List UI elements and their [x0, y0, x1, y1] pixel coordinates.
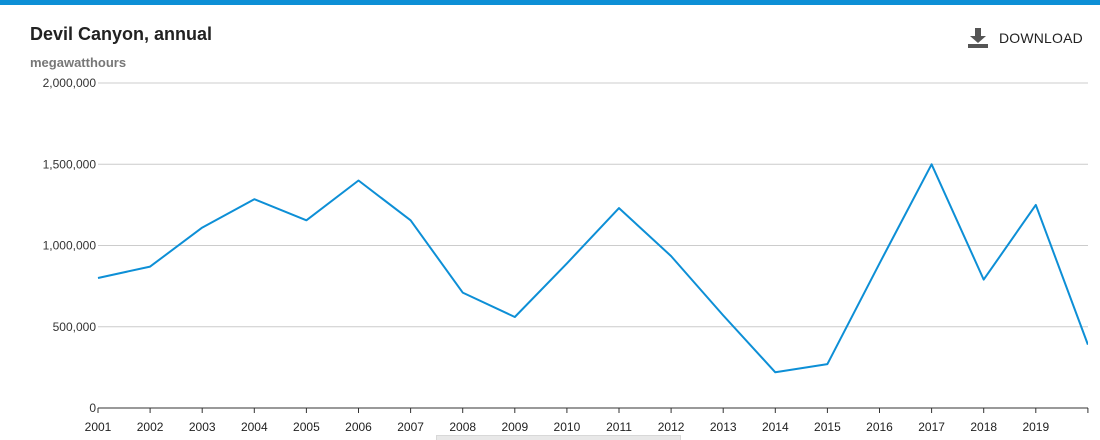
x-axis-tick-labels: 2001 2002 2003 2004 2005 2006 2007 2008 2009 2010…: [85, 420, 1050, 434]
x-tick-label: 2017: [918, 420, 945, 434]
top-accent-bar: [0, 0, 1100, 5]
x-tick-label: 2008: [449, 420, 476, 434]
y-tick-label: 0: [89, 401, 96, 415]
x-tick-label: 2012: [658, 420, 685, 434]
x-tick-label: 2019: [1022, 420, 1049, 434]
gridlines: [98, 82, 1088, 328]
download-icon: [967, 28, 988, 48]
download-label: DOWNLOAD: [998, 30, 1083, 46]
x-tick-label: 2011: [606, 420, 632, 434]
x-tick-label: 2004: [241, 420, 268, 434]
y-tick-label: 1,500,000: [43, 157, 97, 171]
x-tick-label: 2010: [554, 420, 581, 434]
y-tick-label: 1,000,000: [43, 239, 97, 253]
chart-title: Devil Canyon, annual: [30, 24, 213, 44]
y-tick-label: 2,000,000: [43, 76, 97, 90]
x-tick-label: 2005: [293, 420, 320, 434]
x-axis: [97, 407, 1089, 413]
x-tick-label: 2009: [501, 420, 528, 434]
x-tick-label: 2013: [710, 420, 737, 434]
series-layer: [97, 163, 1088, 374]
x-tick-label: 2006: [345, 420, 372, 434]
range-scroll-handle[interactable]: [436, 435, 681, 440]
x-tick-label: 2001: [85, 420, 112, 434]
x-tick-label: 2015: [814, 420, 841, 434]
x-tick-label: 2014: [762, 420, 789, 434]
chart-units-subtitle: megawatthours: [30, 55, 127, 70]
x-tick-label: 2016: [866, 420, 893, 434]
x-tick-label: 2002: [137, 420, 164, 434]
download-button[interactable]: DOWNLOAD: [967, 28, 1083, 48]
y-axis-tick-labels: 0 500,000 1,000,000 1,500,000 2,000,000: [43, 76, 97, 415]
x-tick-label: 2003: [189, 420, 216, 434]
x-tick-label: 2007: [397, 420, 424, 434]
series-line[interactable]: [97, 163, 1088, 374]
y-tick-label: 500,000: [53, 320, 97, 334]
x-tick-label: 2018: [970, 420, 997, 434]
